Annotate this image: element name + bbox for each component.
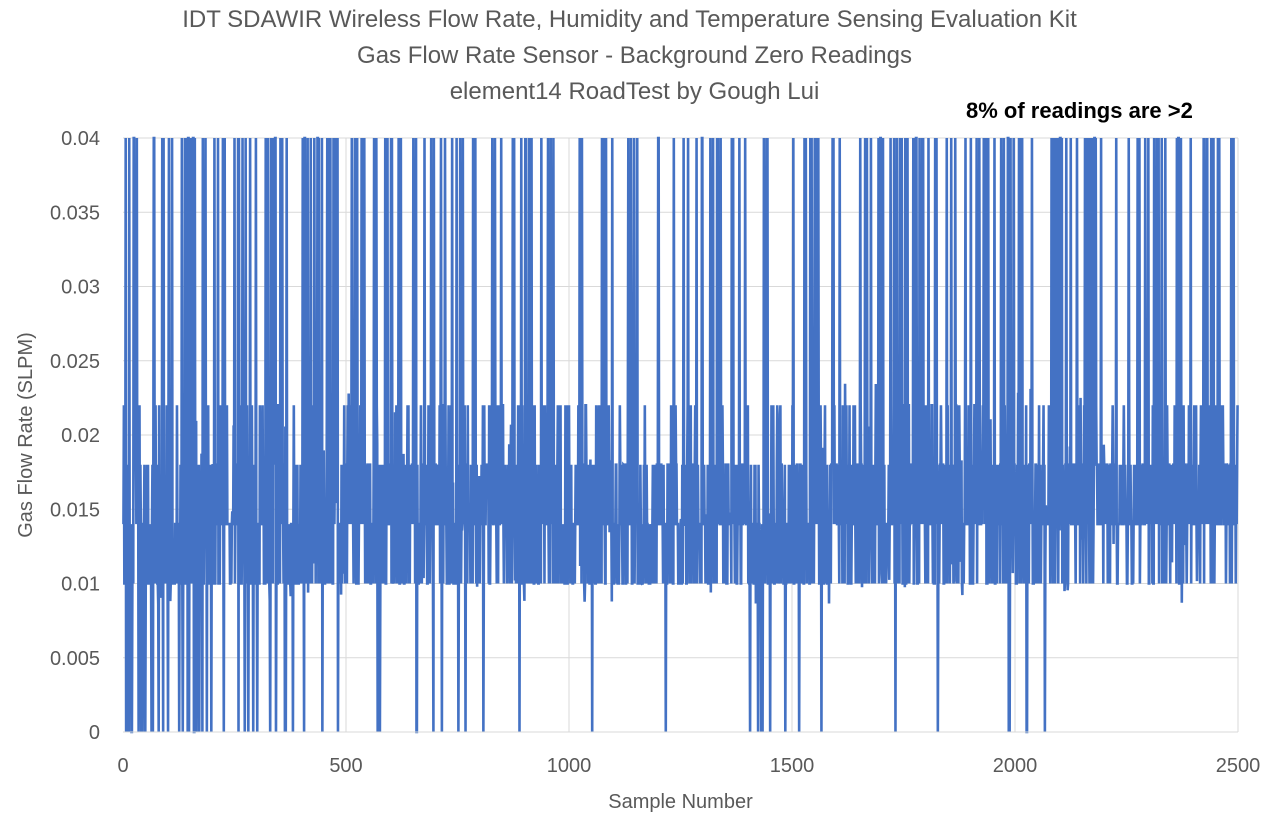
y-tick-label: 0.01 <box>61 574 100 596</box>
x-tick-label: 2000 <box>993 755 1038 777</box>
y-tick-label: 0.015 <box>50 499 100 521</box>
x-tick-label: 500 <box>329 755 362 777</box>
chart-byline: element14 RoadTest by Gough Lui <box>449 78 820 105</box>
y-tick-label: 0.035 <box>50 202 100 224</box>
y-axis-title: Gas Flow Rate (SLPM) <box>15 332 37 538</box>
y-tick-label: 0.04 <box>61 128 100 150</box>
series-layer <box>122 136 1239 734</box>
y-tick-label: 0.03 <box>61 277 100 299</box>
x-tick-label: 2500 <box>1216 755 1261 777</box>
y-tick-label: 0 <box>89 722 100 744</box>
y-tick-label: 0.005 <box>50 648 100 670</box>
x-axis-ticks: 0 500 1000 1500 2000 2500 <box>117 755 1260 777</box>
x-tick-label: 1500 <box>770 755 815 777</box>
y-tick-label: 0.02 <box>61 425 100 447</box>
x-tick-label: 1000 <box>547 755 592 777</box>
chart-title: IDT SDAWIR Wireless Flow Rate, Humidity … <box>182 6 1077 33</box>
chart-annotation: 8% of readings are >2 <box>966 98 1193 123</box>
x-axis-title: Sample Number <box>608 791 753 813</box>
x-tick-label: 0 <box>117 755 128 777</box>
flow-rate-series-line <box>122 136 1239 734</box>
chart-subtitle: Gas Flow Rate Sensor - Background Zero R… <box>357 42 912 69</box>
y-tick-label: 0.025 <box>50 351 100 373</box>
y-axis-ticks: 0 0.005 0.01 0.015 0.02 0.025 0.03 0.035 0.04 <box>50 128 100 744</box>
